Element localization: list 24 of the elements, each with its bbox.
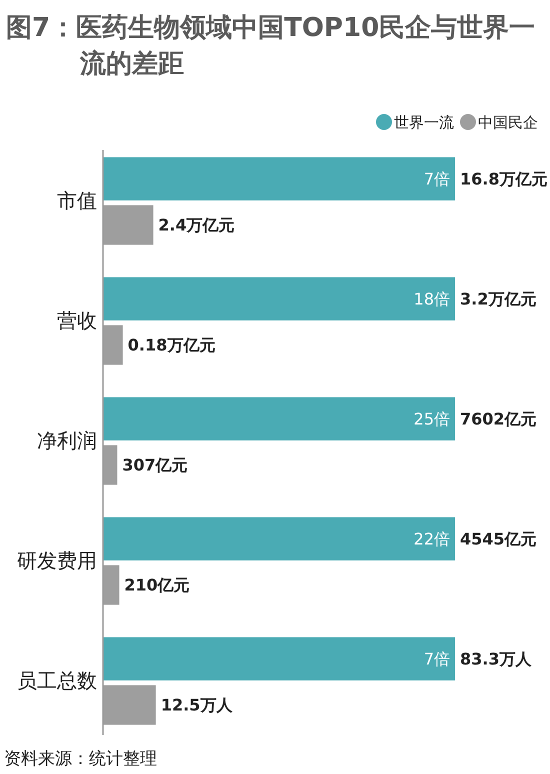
data-label: 210亿元 xyxy=(124,576,190,595)
y-tick-label: 营收 xyxy=(57,308,97,332)
y-tick-label: 研发费用 xyxy=(17,548,97,572)
y-tick-label: 员工总数 xyxy=(17,668,97,692)
annotation: 7倍 xyxy=(424,169,450,188)
data-label: 16.8万亿元 xyxy=(460,169,548,188)
legend-label: 世界一流 xyxy=(394,113,454,132)
y-tick-label: 净利润 xyxy=(37,428,97,452)
legend-label: 中国民企 xyxy=(478,113,538,132)
data-label: 7602亿元 xyxy=(460,409,537,428)
data-label: 2.4万亿元 xyxy=(158,216,235,235)
annotation: 25倍 xyxy=(414,409,450,428)
annotation: 18倍 xyxy=(414,289,450,308)
data-label: 12.5万人 xyxy=(160,696,234,715)
annotation: 7倍 xyxy=(424,649,450,668)
data-label: 0.18万亿元 xyxy=(128,336,216,355)
y-tick-label: 市值 xyxy=(57,188,97,212)
text: 资料来源：统计整理 xyxy=(4,749,157,769)
data-label: 307亿元 xyxy=(122,456,188,475)
chart-title: 图7：医药生物领域中国TOP10民企与世界一流的差距 xyxy=(6,13,536,79)
annotation: 22倍 xyxy=(414,529,450,548)
data-label: 4545亿元 xyxy=(460,529,537,548)
data-label: 3.2万亿元 xyxy=(460,289,536,308)
data-label: 83.3万人 xyxy=(460,649,532,668)
